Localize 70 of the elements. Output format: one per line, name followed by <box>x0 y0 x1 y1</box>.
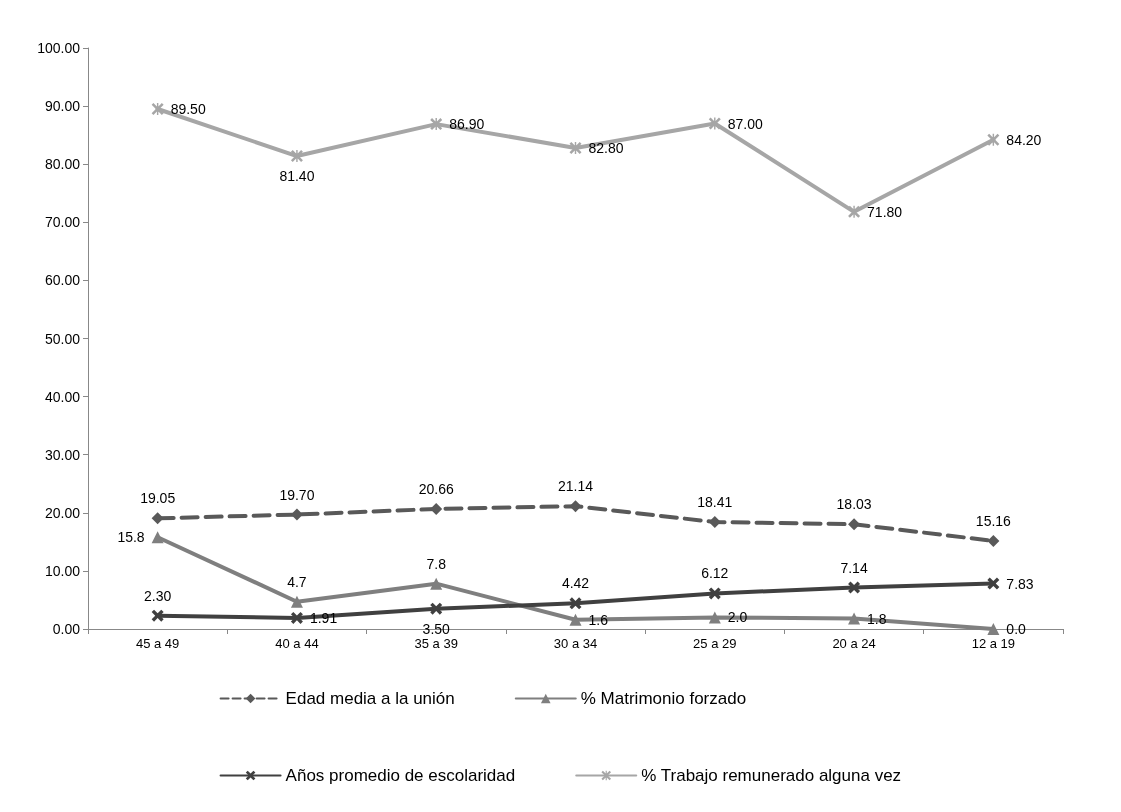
data-label: 6.12 <box>701 565 729 582</box>
point <box>569 613 582 626</box>
data-label: 18.41 <box>697 494 733 511</box>
data-label: 19.05 <box>140 490 176 507</box>
x-tick-label: 40 a 44 <box>275 636 319 651</box>
legend-label: % Matrimonio forzado <box>580 689 747 708</box>
point <box>987 577 1000 590</box>
data-label: 19.70 <box>279 486 315 503</box>
data-label: 81.40 <box>279 168 315 185</box>
x-tick-label: 35 a 39 <box>414 636 458 651</box>
y-tick-label: 100.00 <box>37 40 81 56</box>
point <box>848 205 861 218</box>
x-tick-label: 25 a 29 <box>693 636 737 651</box>
point <box>708 587 721 600</box>
data-label: 2.0 <box>727 609 748 626</box>
point <box>430 118 443 131</box>
legend-label: Años promedio de escolaridad <box>285 766 516 785</box>
data-label: 86.90 <box>449 116 485 133</box>
data-label: 87.00 <box>727 115 764 132</box>
point <box>569 597 582 610</box>
legend-label: % Trabajo remunerado alguna vez <box>641 766 902 785</box>
data-label: 0.0 <box>1006 621 1027 637</box>
point <box>151 609 164 622</box>
data-label: 7.83 <box>1006 575 1034 592</box>
y-tick-label: 10.00 <box>44 562 81 579</box>
data-label: 15.16 <box>975 512 1012 529</box>
data-label: 20.66 <box>418 480 454 497</box>
y-tick-label: 0.00 <box>52 621 81 637</box>
point <box>430 577 443 590</box>
y-tick-label: 80.00 <box>44 156 81 173</box>
data-label: 89.50 <box>170 101 206 117</box>
data-label: 3.50 <box>422 620 451 637</box>
data-label: 7.8 <box>426 555 447 572</box>
data-label: 7.14 <box>840 559 868 576</box>
legend-label: Edad media a la unión <box>285 689 455 708</box>
y-tick-label: 50.00 <box>44 330 81 347</box>
point <box>430 602 443 615</box>
y-tick-label: 90.00 <box>44 98 81 115</box>
y-tick-label: 20.00 <box>44 504 81 521</box>
data-label: 15.8 <box>117 529 145 546</box>
point <box>569 141 582 154</box>
point <box>151 531 164 544</box>
data-label: 18.03 <box>836 496 872 513</box>
y-tick-label: 60.00 <box>44 272 81 289</box>
point <box>290 595 303 608</box>
x-tick-label: 45 a 49 <box>135 636 180 651</box>
data-label: 1.6 <box>588 611 609 628</box>
data-label: 1.8 <box>867 610 887 627</box>
data-label: 82.80 <box>588 139 624 156</box>
point <box>708 117 721 130</box>
data-label: 71.80 <box>867 203 903 220</box>
point <box>987 623 1000 635</box>
data-label: 4.7 <box>287 573 307 590</box>
x-tick-label: 20 a 24 <box>832 636 876 651</box>
point <box>708 611 721 624</box>
data-label: 2.30 <box>144 587 172 604</box>
y-tick-label: 40.00 <box>44 388 81 405</box>
point <box>430 502 443 515</box>
data-label: 21.14 <box>557 478 594 495</box>
point <box>848 612 861 625</box>
x-tick-label: 12 a 19 <box>971 636 1016 651</box>
data-label: 84.20 <box>1006 131 1042 148</box>
data-label: 4.42 <box>561 575 590 592</box>
point <box>987 534 1000 547</box>
y-tick-label: 30.00 <box>44 446 81 463</box>
y-tick-label: 70.00 <box>44 214 81 231</box>
point <box>290 150 303 163</box>
point <box>151 103 164 115</box>
x-tick-label: 30 a 34 <box>553 636 598 651</box>
point <box>290 611 303 624</box>
